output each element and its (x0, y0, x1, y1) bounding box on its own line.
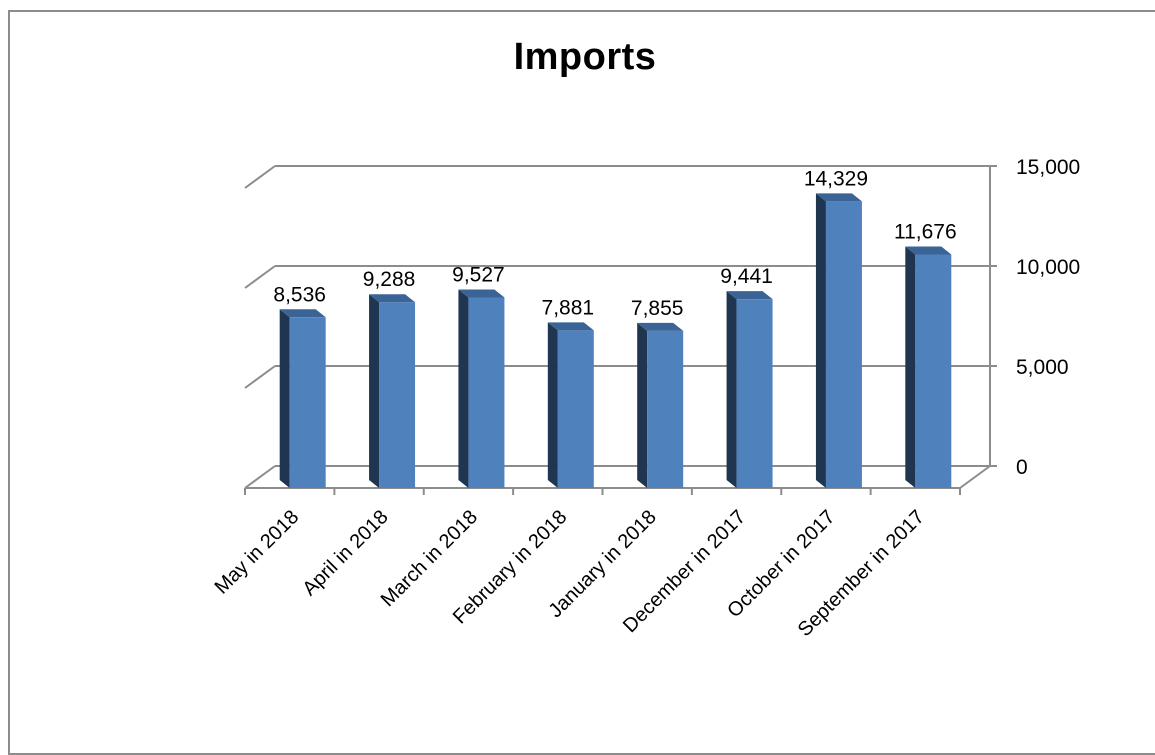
bar (726, 291, 773, 488)
bar-side (279, 309, 290, 488)
gridline-side (244, 265, 276, 289)
bar-top (279, 309, 326, 318)
data-label: 7,855 (631, 297, 684, 320)
bar (279, 309, 326, 488)
bar-front (825, 201, 862, 489)
y-tick-label: 15,000 (1016, 156, 1080, 179)
bar-side (547, 322, 558, 488)
bar-top (547, 322, 594, 331)
floor-edge (959, 465, 991, 489)
bar-top (458, 289, 505, 298)
gridline-side (244, 165, 276, 189)
bar-top (637, 322, 684, 331)
bar-top (369, 294, 416, 303)
data-label: 8,536 (273, 283, 326, 306)
bar (547, 322, 594, 488)
bar (637, 322, 684, 488)
bar-front (557, 330, 594, 488)
y-tick-label: 0 (1016, 456, 1028, 479)
x-tick-label: May in 2018 (211, 506, 304, 599)
data-label: 7,881 (542, 296, 595, 319)
bar-front (379, 302, 416, 488)
bar-side (726, 291, 737, 488)
data-label: 9,288 (363, 268, 416, 291)
bar-side (815, 193, 826, 489)
chart-title: Imports (513, 36, 657, 78)
data-label: 11,676 (894, 220, 957, 243)
x-tick-label: April in 2018 (298, 506, 392, 600)
bar-front (289, 317, 326, 488)
bar-side (905, 246, 916, 488)
bar-front (915, 254, 952, 488)
bar-top (905, 246, 952, 255)
data-label: 14,329 (804, 167, 868, 190)
bar-side (637, 322, 648, 488)
bar-side (369, 294, 380, 488)
bar-side (458, 289, 469, 488)
bar (905, 246, 952, 488)
data-label: 9,441 (720, 265, 773, 288)
data-label: 9,527 (452, 263, 505, 286)
bar (458, 289, 505, 488)
bar-front (468, 297, 505, 488)
y-tick-label: 5,000 (1016, 356, 1069, 379)
gridline-side (244, 465, 276, 489)
bar-front (736, 299, 773, 488)
bar (815, 193, 862, 489)
y-tick-label: 10,000 (1016, 256, 1080, 279)
bar (369, 294, 416, 488)
bar-front (647, 330, 684, 488)
bar-top (726, 291, 773, 300)
bar-top (815, 193, 862, 202)
gridline-side (244, 365, 276, 389)
